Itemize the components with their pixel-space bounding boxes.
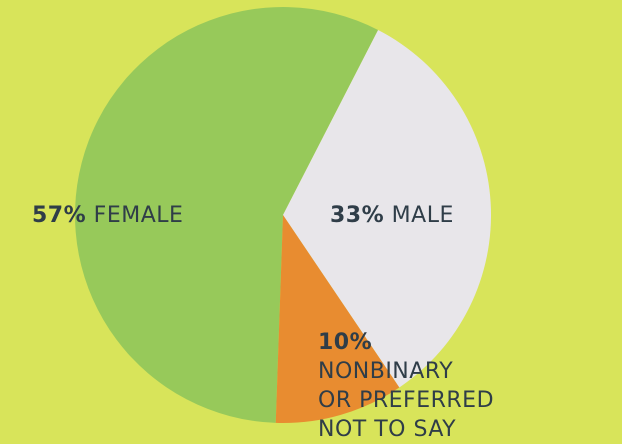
slice-label: 33% MALE [330,201,454,230]
category-label: FEMALE [93,203,184,228]
value-label: 10% [318,330,373,355]
category-label: NONBINARY OR PREFERRED NOT TO SAY [318,359,495,442]
value-label: 33% [330,203,385,228]
pie-slice [283,30,492,388]
pie-slice [75,6,379,423]
slice-label: 57% FEMALE [32,201,183,230]
category-label: MALE [391,203,454,228]
pie-slice [275,215,400,424]
slice-label: 10% NONBINARY OR PREFERRED NOT TO SAY [318,328,494,444]
value-label: 57% [32,203,87,228]
